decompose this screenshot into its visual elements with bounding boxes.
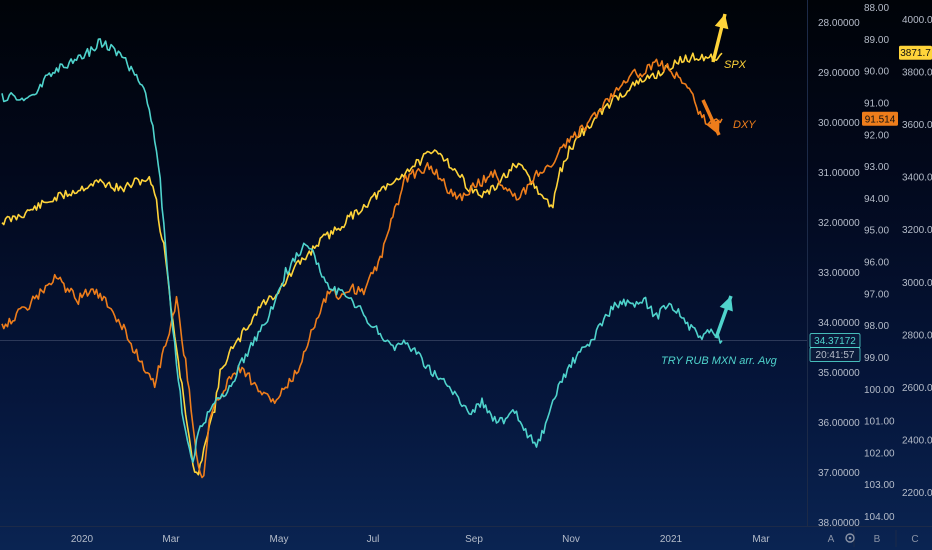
time-tick-label: Nov	[562, 534, 580, 545]
mid-scale-tick-label: 89.00	[864, 35, 889, 46]
dxy-annotation-label: DXY	[733, 119, 756, 131]
bottom-bar: A B C	[819, 530, 927, 547]
left-scale-tick-label: 33.00000	[818, 268, 860, 279]
bar-countdown-tag-bg	[809, 347, 861, 362]
mid-scale-tick-label: 99.00	[864, 353, 889, 364]
mid-scale-tick-label: 94.00	[864, 194, 889, 205]
mid-scale-tick-label: 92.00	[864, 130, 889, 141]
left-scale-tick-label: 29.00000	[818, 68, 860, 79]
time-tick-label: Mar	[162, 534, 180, 545]
gear-icon-hub	[848, 536, 852, 540]
gear-icon[interactable]	[845, 533, 855, 543]
scale-button-b[interactable]: B	[865, 530, 889, 547]
mid-scale-tick-label: 95.00	[864, 226, 889, 237]
time-tick-label: Jul	[367, 534, 380, 545]
left-scale-tick-label: 36.00000	[818, 418, 860, 429]
time-tick-label: Sep	[465, 534, 483, 545]
fx-basket-annotation-label: TRY RUB MXN arr. Avg	[661, 355, 778, 367]
time-tick-label: 2020	[71, 534, 94, 545]
time-tick-label: Mar	[752, 534, 770, 545]
mid-scale-tick-label: 91.00	[864, 98, 889, 109]
right-scale-tick-label: 2800.0	[902, 330, 932, 341]
mid-scale-tick-label: 98.00	[864, 321, 889, 332]
mid-scale-tick-label: 102.00	[864, 448, 895, 459]
left-scale-tick-label: 37.00000	[818, 468, 860, 479]
spx-last-price-tag-bg	[899, 45, 932, 60]
mid-scale-tick-label: 90.00	[864, 67, 889, 78]
right-scale-tick-label: 4000.0	[902, 15, 932, 26]
spx-last-price-tag: 3871.7	[899, 45, 932, 60]
fx-basket-last-price-tag-label: 34.37172	[814, 336, 856, 347]
scale-button-a-label: A	[828, 534, 835, 545]
scale-button-c-label: C	[911, 534, 918, 545]
bar-countdown-tag-label: 20:41:57	[816, 350, 855, 361]
right-scale-tick-label: 2200.0	[902, 488, 932, 499]
left-scale-tick-label: 31.00000	[818, 168, 860, 179]
mid-scale-tick-label: 103.00	[864, 480, 895, 491]
dxy-arrow-head	[706, 119, 720, 135]
right-scale-tick-label: 3800.0	[902, 68, 932, 79]
mid-scale-tick-label: 96.00	[864, 258, 889, 269]
right-scale-tick-label: 3600.0	[902, 120, 932, 131]
dxy-series-line	[1, 58, 723, 479]
scale-button-c[interactable]: C	[903, 530, 927, 547]
fx-basket-last-price-tag: 34.37172	[809, 333, 861, 348]
right-scale-tick-label: 3000.0	[902, 278, 932, 289]
mid-scale-tick-label: 97.00	[864, 289, 889, 300]
annotations: SPX DXY TRY RUB MXN arr. Avg	[661, 13, 778, 367]
left-scale-tick-label: 35.00000	[818, 368, 860, 379]
gear-icon-ring	[845, 533, 855, 543]
left-scale-tick-label: 28.00000	[818, 18, 860, 29]
time-tick-label: May	[270, 534, 289, 545]
mid-scale-tick-label: 93.00	[864, 162, 889, 173]
dxy-last-price-tag: 91.514	[862, 111, 898, 126]
left-scale-tick-label: 34.00000	[818, 318, 860, 329]
right-scale-tick-label: 3200.0	[902, 225, 932, 236]
price-tags: 3871.7 91.514 34.37172 20:41:57	[809, 45, 932, 362]
right-scale-tick-label: 2600.0	[902, 383, 932, 394]
spx-arrow-head	[714, 14, 729, 30]
mid-scale-tick-label: 88.00	[864, 3, 889, 14]
spx-last-price-tag-label: 3871.7	[900, 48, 931, 59]
left-scale-tick-label: 38.00000	[818, 518, 860, 529]
mid-scale-tick-label: 100.00	[864, 385, 895, 396]
fx-basket-arrow-head	[719, 296, 733, 312]
bar-countdown-tag: 20:41:57	[809, 347, 861, 362]
scale-button-b-label: B	[874, 534, 881, 545]
left-scale-tick-label: 30.00000	[818, 118, 860, 129]
spx-series-line	[1, 52, 723, 476]
right-scale-tick-label: 3400.0	[902, 173, 932, 184]
scale-button-a[interactable]: A	[819, 530, 843, 547]
mid-scale-tick-label: 104.00	[864, 512, 895, 523]
mid-scale-tick-label: 101.00	[864, 417, 895, 428]
plot-area	[0, 38, 807, 479]
time-tick-label: 2021	[660, 534, 683, 545]
dxy-last-price-tag-label: 91.514	[865, 114, 896, 125]
spx-annotation-label: SPX	[724, 59, 747, 71]
right-scale-tick-label: 2400.0	[902, 435, 932, 446]
fx-basket-series-line	[1, 38, 723, 463]
left-scale-tick-label: 32.00000	[818, 218, 860, 229]
dxy-last-price-tag-bg	[862, 111, 898, 126]
